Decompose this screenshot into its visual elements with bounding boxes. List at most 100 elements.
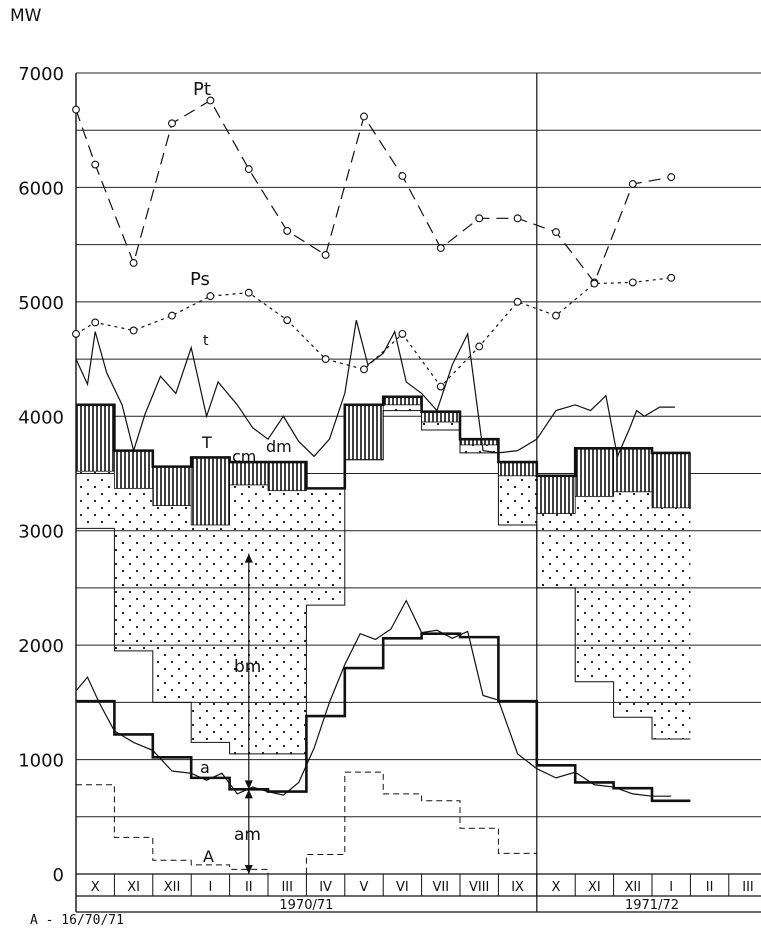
- series-line-Pt: [75, 99, 672, 284]
- month-label: IX: [511, 880, 524, 895]
- month-label: III: [742, 880, 754, 895]
- data-point: [244, 165, 253, 174]
- data-point: [398, 172, 407, 180]
- month-label: VIII: [469, 880, 489, 895]
- label-t: t: [203, 333, 209, 349]
- hatched-block: [152, 466, 192, 506]
- dotted-block: [652, 507, 691, 739]
- data-point: [244, 288, 253, 297]
- data-point: [667, 173, 676, 182]
- period-label: 1971/72: [625, 898, 679, 913]
- dotted-block: [306, 488, 345, 606]
- month-label: I: [669, 880, 673, 895]
- month-label: XII: [625, 880, 642, 895]
- month-label: XI: [127, 880, 140, 895]
- period-label: 1970/71: [279, 898, 333, 913]
- label-Pt: Pt: [193, 79, 211, 100]
- series-line-t: [75, 320, 676, 459]
- month-label: V: [360, 880, 369, 895]
- y-axis-unit: MW: [10, 6, 42, 26]
- month-label: I: [208, 880, 212, 895]
- y-tick-label: 1000: [18, 751, 64, 772]
- arrow-head: [244, 865, 253, 874]
- data-point: [360, 365, 368, 374]
- y-tick-label: 6000: [18, 178, 64, 199]
- dotted-block: [613, 491, 652, 718]
- data-point: [72, 105, 80, 114]
- figure-code: A - 16/70/71: [30, 913, 124, 928]
- month-label: XII: [164, 880, 181, 895]
- dotted-block: [498, 475, 537, 525]
- data-point: [398, 329, 407, 338]
- month-label: II: [706, 880, 714, 895]
- dotted-block: [575, 496, 614, 682]
- data-point: [206, 96, 215, 105]
- dotted-block: [191, 524, 230, 743]
- hatched-block: [613, 447, 653, 493]
- dotted-block: [268, 490, 307, 754]
- data-point: [321, 250, 330, 259]
- data-point: [475, 214, 484, 223]
- data-point: [129, 326, 138, 335]
- data-point: [628, 278, 637, 287]
- label-dm: dm: [266, 437, 292, 456]
- data-point: [129, 259, 138, 267]
- label-A: A: [203, 847, 214, 866]
- data-point: [513, 214, 522, 223]
- label-bm: bm: [234, 657, 261, 677]
- month-label: XI: [588, 880, 601, 895]
- month-label: VI: [396, 880, 409, 895]
- y-tick-label: 5000: [18, 293, 64, 314]
- hatched-block: [267, 461, 307, 492]
- month-label: VII: [433, 880, 450, 895]
- data-point: [168, 119, 176, 128]
- data-point: [667, 273, 676, 282]
- hatched-block: [190, 457, 230, 526]
- data-point: [206, 292, 215, 301]
- arrow-head: [244, 789, 253, 799]
- label-am: am: [234, 825, 261, 845]
- hatched-block: [75, 404, 115, 472]
- hatched-block: [421, 411, 461, 423]
- y-tick-label: 4000: [18, 407, 64, 428]
- arrow-head: [244, 553, 253, 563]
- data-point: [91, 160, 100, 169]
- label-a: a: [200, 758, 210, 777]
- data-point: [552, 228, 560, 237]
- data-point: [168, 311, 176, 320]
- data-point: [283, 226, 292, 235]
- label-T: T: [201, 433, 212, 452]
- dotted-block: [76, 471, 115, 529]
- hatched-block: [574, 447, 615, 497]
- y-tick-label: 3000: [18, 522, 64, 543]
- m-lower-step-line: [76, 632, 691, 803]
- data-point: [628, 180, 637, 188]
- data-point: [72, 329, 80, 338]
- data-point: [552, 311, 560, 320]
- d-step-line: [76, 410, 691, 755]
- arrow-head: [244, 780, 253, 790]
- data-point: [436, 382, 445, 391]
- data-point: [283, 316, 292, 325]
- T-step-line: [76, 395, 691, 490]
- dotted-block: [536, 513, 576, 588]
- data-point: [513, 297, 522, 306]
- dotted-block: [421, 422, 460, 431]
- data-point: [360, 112, 368, 121]
- month-label: II: [245, 880, 253, 895]
- series-line-Ps: [75, 277, 672, 388]
- dotted-block: [152, 505, 192, 703]
- month-label: III: [281, 880, 293, 895]
- hatched-block: [536, 475, 576, 514]
- series-line-a: [75, 599, 672, 797]
- y-tick-label: 0: [53, 865, 64, 886]
- month-label: IV: [319, 880, 332, 895]
- hatched-block: [344, 404, 384, 461]
- y-tick-label: 7000: [18, 64, 64, 85]
- dotted-block: [383, 404, 422, 411]
- dotted-block: [114, 488, 153, 651]
- data-point: [590, 279, 599, 288]
- label-cm: cm: [232, 447, 256, 466]
- hatched-block: [651, 452, 691, 509]
